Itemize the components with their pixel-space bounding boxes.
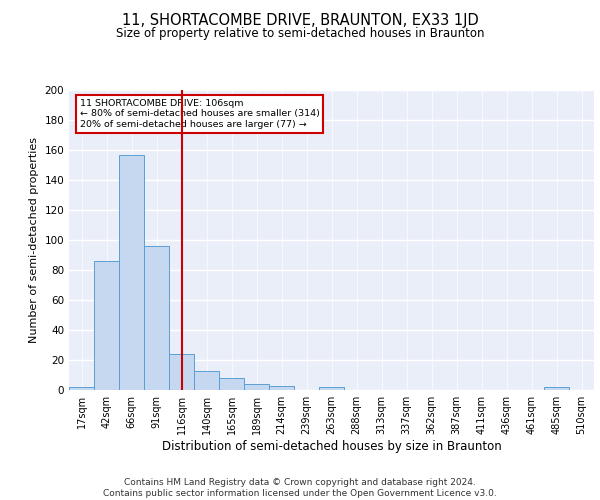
Bar xyxy=(269,386,294,390)
Bar xyxy=(244,384,269,390)
Text: 11, SHORTACOMBE DRIVE, BRAUNTON, EX33 1JD: 11, SHORTACOMBE DRIVE, BRAUNTON, EX33 1J… xyxy=(122,12,478,28)
Bar xyxy=(169,354,194,390)
Bar xyxy=(319,387,344,390)
Text: Contains HM Land Registry data © Crown copyright and database right 2024.
Contai: Contains HM Land Registry data © Crown c… xyxy=(103,478,497,498)
Bar xyxy=(94,261,119,390)
Bar xyxy=(144,246,169,390)
Y-axis label: Number of semi-detached properties: Number of semi-detached properties xyxy=(29,137,39,343)
Text: Size of property relative to semi-detached houses in Braunton: Size of property relative to semi-detach… xyxy=(116,28,484,40)
Bar xyxy=(194,370,219,390)
Text: 11 SHORTACOMBE DRIVE: 106sqm
← 80% of semi-detached houses are smaller (314)
20%: 11 SHORTACOMBE DRIVE: 106sqm ← 80% of se… xyxy=(79,99,319,129)
Bar xyxy=(219,378,244,390)
Bar xyxy=(69,387,94,390)
Bar xyxy=(119,154,144,390)
X-axis label: Distribution of semi-detached houses by size in Braunton: Distribution of semi-detached houses by … xyxy=(161,440,502,452)
Bar xyxy=(544,387,569,390)
